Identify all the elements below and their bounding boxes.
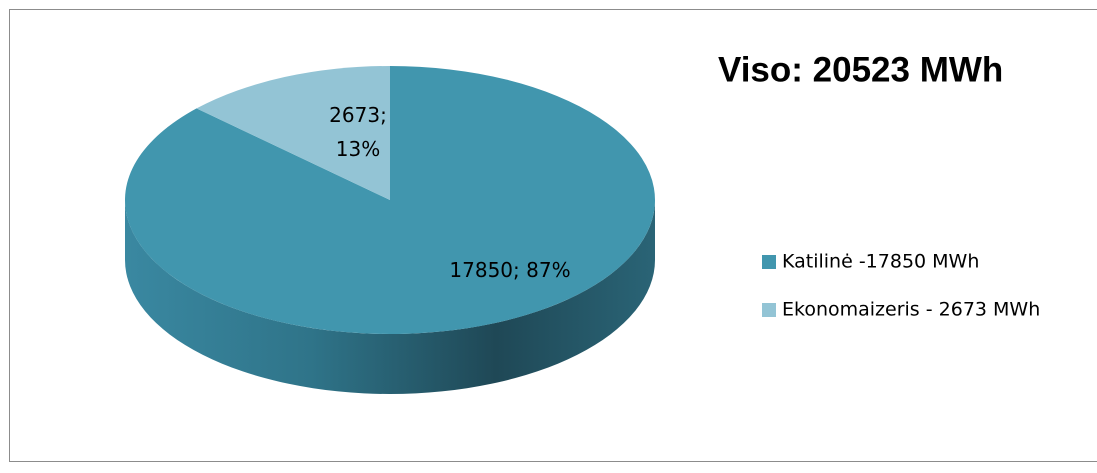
pie-slice-top xyxy=(196,66,390,200)
data-label-text: 17850; 87% xyxy=(449,258,571,282)
legend-label: Katilinė -17850 MWh xyxy=(782,251,979,273)
pie-slice-side xyxy=(125,200,655,394)
data-label: 2673; 13% xyxy=(329,103,387,161)
data-label: 17850; 87% xyxy=(449,258,571,282)
legend-swatch xyxy=(762,255,776,269)
legend-swatch xyxy=(762,303,776,317)
pie-slice xyxy=(196,66,390,200)
chart-title: Viso: 20523 MWh xyxy=(718,50,1003,89)
data-label-text: 2673; 13% xyxy=(329,103,387,161)
legend-label: Ekonomaizeris - 2673 MWh xyxy=(782,299,1040,321)
